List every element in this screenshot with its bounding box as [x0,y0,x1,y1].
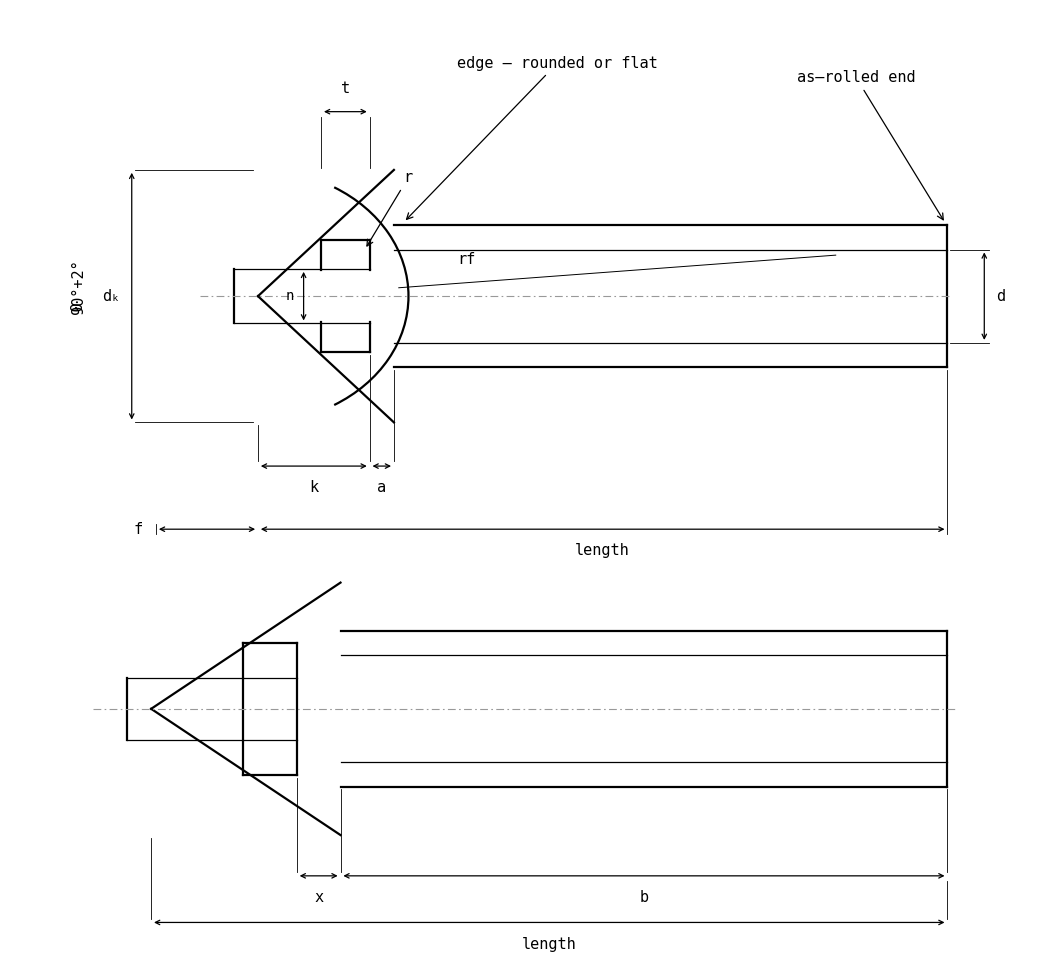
Text: a: a [377,480,386,494]
Text: x: x [314,890,323,905]
Text: dₖ: dₖ [102,288,120,304]
Text: rf: rf [457,251,476,267]
Text: length: length [575,543,630,557]
Text: n: n [286,289,294,303]
Text: f: f [133,521,143,537]
Text: edge – rounded or flat: edge – rounded or flat [406,55,657,219]
Text: r: r [366,170,413,246]
Text: 0: 0 [70,303,86,348]
Text: 90°+2°: 90°+2° [70,259,86,314]
Text: length: length [522,937,576,952]
Text: as–rolled end: as–rolled end [797,70,943,219]
Text: k: k [310,480,318,494]
Text: t: t [341,82,350,96]
Text: b: b [639,890,649,905]
Text: d: d [996,288,1005,304]
